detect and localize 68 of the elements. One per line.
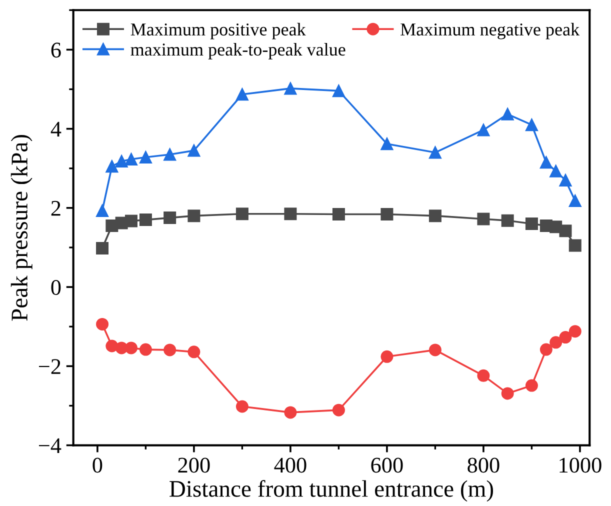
x-tick-label: 0 [92, 458, 102, 473]
point [525, 379, 538, 392]
legend-label: maximum peak-to-peak value [130, 42, 346, 60]
point [284, 82, 297, 95]
x-tick-label: 1000 [560, 458, 602, 473]
point [164, 344, 176, 356]
x-tick-label: 800 [468, 458, 500, 473]
point [284, 208, 297, 220]
point [501, 387, 514, 400]
x-axis-title: Distance from tunnel entrance (m) [170, 480, 494, 502]
point [332, 208, 345, 220]
x-tick-label: 200 [178, 458, 210, 473]
point [188, 210, 200, 222]
point [236, 400, 248, 413]
point [477, 369, 490, 382]
point [568, 194, 582, 208]
point [540, 343, 552, 356]
point [550, 164, 562, 178]
x-tick-label: 400 [274, 458, 306, 473]
point [559, 174, 572, 186]
point [164, 212, 176, 224]
point [380, 138, 394, 150]
point [124, 153, 138, 166]
y-tick-label: 2 [51, 200, 60, 216]
point [525, 217, 538, 230]
point [332, 404, 345, 416]
point [106, 160, 118, 173]
point [96, 242, 109, 255]
legend-label: Maximum positive peak [130, 22, 306, 40]
point [428, 210, 442, 222]
point [115, 154, 128, 168]
y-tick-label: 0 [51, 280, 61, 295]
point [124, 342, 138, 354]
y-axis-title: Peak pressure (kPa) [10, 134, 32, 321]
point [164, 148, 176, 161]
point [139, 343, 152, 356]
point [236, 208, 248, 220]
x-tick-label: 600 [371, 458, 403, 473]
point [284, 406, 297, 419]
point [477, 124, 490, 136]
point [568, 239, 582, 252]
point [428, 146, 442, 159]
legend-label: Maximum negative peak [400, 22, 580, 40]
point [428, 344, 442, 356]
point [559, 331, 572, 344]
point [568, 325, 582, 338]
point [380, 208, 394, 220]
y-tick-label: 4 [50, 122, 62, 137]
point [124, 214, 138, 228]
point [380, 350, 394, 363]
point [540, 156, 552, 169]
point [236, 88, 248, 101]
point [332, 84, 345, 98]
point [188, 144, 200, 157]
point [139, 151, 152, 164]
point [477, 212, 490, 226]
y-tick-label: −4 [38, 438, 62, 453]
point [525, 118, 538, 132]
point [559, 224, 572, 238]
point [550, 336, 562, 349]
point [96, 318, 109, 330]
point [501, 214, 514, 227]
y-tick-label: −2 [38, 359, 60, 374]
point [96, 204, 109, 217]
point [188, 346, 200, 358]
point [139, 214, 152, 226]
y-tick-label: 6 [51, 42, 61, 58]
point [501, 108, 514, 120]
